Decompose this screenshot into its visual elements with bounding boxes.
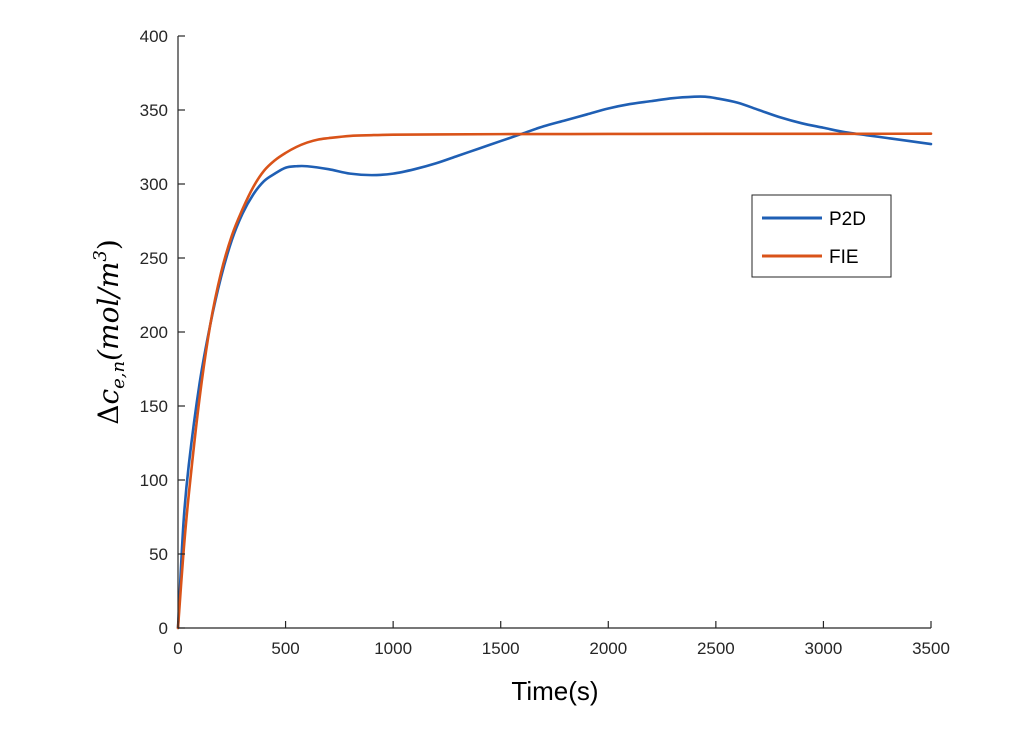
y-ticks: 0 50 100 150 200 250 300 350 400: [140, 27, 185, 638]
y-tick-label: 100: [140, 471, 168, 490]
legend-label-p2d: P2D: [829, 209, 866, 230]
x-tick-label: 2500: [697, 639, 735, 658]
y-tick-label: 0: [159, 619, 168, 638]
y-tick-label: 300: [140, 175, 168, 194]
y-tick-label: 50: [149, 545, 168, 564]
legend-box: [751, 194, 892, 278]
series-line-fie: [176, 132, 933, 630]
x-axis-label: Time(s): [511, 676, 598, 706]
y-axis-label: Δce,n(mol/m3): [90, 239, 129, 425]
series-layer: [176, 95, 933, 630]
legend-label-fie: FIE: [829, 247, 859, 268]
x-tick-label: 3500: [912, 639, 950, 658]
plot-area: [178, 36, 931, 628]
y-tick-label: 250: [140, 249, 168, 268]
x-tick-label: 1500: [482, 639, 520, 658]
y-tick-label: 350: [140, 101, 168, 120]
y-tick-label: 200: [140, 323, 168, 342]
y-tick-label: 400: [140, 27, 168, 46]
x-tick-label: 3000: [805, 639, 843, 658]
series-line-p2d: [176, 95, 933, 630]
x-tick-label: 1000: [374, 639, 412, 658]
y-tick-label: 150: [140, 397, 168, 416]
legend: P2D FIE: [751, 194, 892, 278]
x-ticks: 0 500 1000 1500 2000 2500 3000 3500: [173, 621, 950, 658]
x-tick-label: 0: [173, 639, 182, 658]
x-tick-label: 2000: [589, 639, 627, 658]
x-tick-label: 500: [271, 639, 299, 658]
